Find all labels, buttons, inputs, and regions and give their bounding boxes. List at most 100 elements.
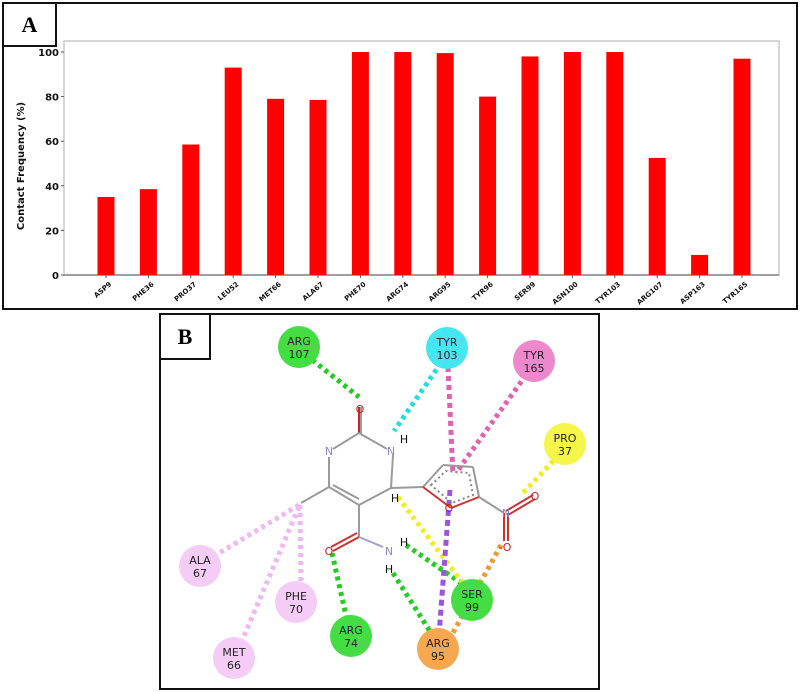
bond xyxy=(507,498,536,516)
x-tick-label: PHE70 xyxy=(343,280,368,303)
interaction-line xyxy=(436,489,453,636)
residue-circle xyxy=(417,628,459,670)
interaction-line xyxy=(396,495,466,587)
interaction-line xyxy=(297,504,304,588)
atom-hydrogen: H xyxy=(385,563,393,576)
x-tick-label: SER99 xyxy=(513,280,537,302)
residue-circle xyxy=(278,326,320,368)
y-tick-label: 40 xyxy=(45,182,59,193)
bar-asn100 xyxy=(563,52,581,275)
bond xyxy=(332,432,360,450)
residue-name: TYR xyxy=(435,336,457,349)
residue-tyr103: TYR103 xyxy=(426,327,468,369)
bar-chart: 0 20 40 60 80 100 Contact Frequency (%) ASP9 PHE… xyxy=(16,40,780,307)
bond xyxy=(472,466,480,498)
x-tick-label: ARG74 xyxy=(385,280,410,303)
residue-number: 95 xyxy=(431,650,445,663)
x-tick-label: ASP163 xyxy=(679,280,707,306)
atom-nitrogen: N xyxy=(325,445,333,458)
atom-oxygen: O xyxy=(356,403,365,416)
residue-name: MET xyxy=(222,646,245,659)
residue-name: TYR xyxy=(522,349,544,362)
residue-tyr165: TYR165 xyxy=(513,340,555,382)
bond xyxy=(442,464,474,468)
residue-number: 74 xyxy=(344,637,358,650)
residue-arg95: ARG95 xyxy=(417,628,459,670)
bar-met66 xyxy=(267,98,285,275)
bond xyxy=(300,486,330,504)
residue-met66: MET66 xyxy=(213,637,255,679)
interaction-line xyxy=(214,502,301,558)
interaction-line xyxy=(391,361,444,433)
residue-number: 67 xyxy=(193,567,207,580)
interaction-line xyxy=(446,543,504,642)
atom-hydrogen: H xyxy=(400,433,408,446)
residue-number: 99 xyxy=(465,601,479,614)
bond xyxy=(328,486,360,506)
bond xyxy=(332,536,360,552)
residue-name: ARG xyxy=(426,637,450,650)
bar-arg95 xyxy=(436,53,454,275)
bar-tyr103 xyxy=(606,52,624,275)
bond xyxy=(422,486,452,509)
residue-circle xyxy=(179,545,221,587)
x-tick-label: TYR165 xyxy=(721,280,749,305)
bar-pro37 xyxy=(182,144,200,275)
atom-nitrogen: N xyxy=(385,545,393,558)
bond xyxy=(358,432,388,450)
bond xyxy=(505,494,534,512)
panel-a-label: A xyxy=(4,4,57,47)
residue-ala67: ALA67 xyxy=(179,545,221,587)
panel-b-label: B xyxy=(161,315,211,360)
residue-number: 103 xyxy=(437,349,458,362)
bar-ala67 xyxy=(309,99,327,275)
interaction-line xyxy=(445,366,456,476)
bond xyxy=(390,486,424,489)
interaction-line xyxy=(329,552,350,621)
residue-name: SER xyxy=(461,588,483,601)
y-tick-label: 20 xyxy=(45,226,59,237)
x-tick-label: ASN100 xyxy=(551,280,580,306)
x-tick-label: MET66 xyxy=(258,280,283,303)
bar-phe36 xyxy=(139,189,157,275)
panel-a-chart: A 0 20 40 60 80 100 Contact Frequency (%) ASP9 P… xyxy=(2,2,798,310)
atom-nitrogen: N xyxy=(502,507,510,520)
residue-name: ARG xyxy=(339,624,363,637)
x-tick-label: PRO37 xyxy=(173,280,198,303)
residue-number: 66 xyxy=(227,659,241,672)
interaction-line xyxy=(238,506,302,644)
bar-arg74 xyxy=(394,52,412,275)
residue-number: 37 xyxy=(558,445,572,458)
interaction-line xyxy=(390,571,434,635)
residue-name: ALA xyxy=(189,554,211,567)
atom-hydrogen: H xyxy=(391,492,399,505)
bar-phe70 xyxy=(351,52,369,275)
bar-ser99 xyxy=(521,56,539,276)
atom-oxygen: O xyxy=(325,545,334,558)
bond xyxy=(358,536,384,548)
residue-arg107: ARG107 xyxy=(278,326,320,368)
x-tick-label: LEU52 xyxy=(216,280,240,302)
interaction-line xyxy=(404,542,466,588)
residue-phe70: PHE70 xyxy=(275,581,317,623)
residue-ser99: SER99 xyxy=(451,579,493,621)
residue-name: PRO xyxy=(554,432,577,445)
residue-name: PHE xyxy=(285,590,307,603)
x-tick-label: ASP9 xyxy=(92,280,113,299)
atom-hydrogen: H xyxy=(400,536,408,549)
x-tick-label: ARG107 xyxy=(635,280,664,306)
x-tick-label: ALA67 xyxy=(301,280,325,302)
y-tick-label: 80 xyxy=(45,93,59,104)
plot-frame xyxy=(63,40,780,276)
residue-arg74: ARG74 xyxy=(330,615,372,657)
atom-oxygen: O xyxy=(445,502,454,515)
x-tick-label: TYR103 xyxy=(594,280,622,305)
interaction-line xyxy=(453,373,529,475)
residue-circle xyxy=(451,579,493,621)
bond xyxy=(358,487,392,506)
residue-circle xyxy=(544,423,586,465)
y-tick-label: 0 xyxy=(52,271,59,282)
bond xyxy=(390,454,394,489)
residue-number: 165 xyxy=(524,362,545,375)
x-tick-label: TYR96 xyxy=(471,280,495,302)
